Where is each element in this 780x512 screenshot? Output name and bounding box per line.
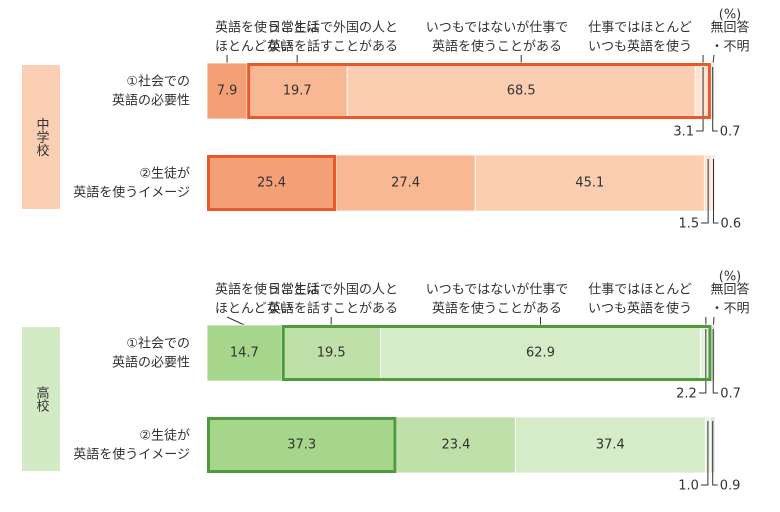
row-label: ①社会での英語の必要性 — [112, 73, 190, 108]
value-label: 3.1 — [673, 125, 694, 140]
value-label: 1.0 — [678, 479, 699, 494]
unit-label: (%) — [719, 270, 742, 285]
legend-label: 英語を使うことはほとんどない — [215, 19, 319, 54]
legend-label: いつもではないが仕事で英語を使うことがある — [426, 282, 568, 316]
row-label: ②生徒が英語を使うイメージ — [73, 428, 190, 462]
group-box — [22, 65, 60, 209]
value-label: 37.3 — [287, 438, 316, 453]
bar-segment — [206, 154, 337, 212]
value-label: 27.4 — [391, 176, 420, 191]
legend-label: 仕事ではほとんどいつも英語を使う — [588, 20, 692, 54]
value-leader — [701, 159, 709, 224]
value-label: 62.9 — [526, 346, 555, 361]
bar-segment — [396, 416, 516, 474]
highlight-box — [207, 417, 397, 473]
bar-segment — [335, 154, 476, 212]
legend-label: 日常生活で外国の人と英語を話すことがある — [268, 20, 398, 54]
legend-label: 英語を使うことはほとんどない — [215, 281, 319, 316]
value-label: 45.1 — [575, 176, 604, 191]
value-leader — [712, 421, 718, 486]
value-label: 1.5 — [678, 217, 699, 232]
highlight-box — [247, 63, 711, 119]
value-leader — [698, 329, 707, 394]
value-label: 68.5 — [507, 84, 536, 99]
value-label: 19.5 — [317, 346, 346, 361]
value-label: 37.4 — [596, 438, 625, 453]
value-label: 25.4 — [257, 176, 286, 191]
bar-segment — [206, 62, 248, 120]
value-leader — [712, 67, 718, 132]
bar-segment — [514, 416, 706, 474]
row-label: ①社会での英語の必要性 — [112, 335, 190, 370]
legend-label: いつもではないが仕事で英語を使うことがある — [426, 20, 568, 54]
value-label: 7.9 — [217, 84, 238, 99]
group-label: 高校 — [34, 385, 50, 412]
group-box — [22, 327, 60, 471]
value-label: 0.7 — [720, 387, 741, 402]
bar-segment — [281, 324, 382, 382]
value-label: 14.7 — [230, 346, 259, 361]
legend-label: 仕事ではほとんどいつも英語を使う — [588, 282, 692, 316]
value-label: 0.7 — [720, 125, 741, 140]
group-label: 中学校 — [34, 118, 50, 157]
value-leader — [712, 329, 719, 394]
value-label: 23.4 — [441, 438, 470, 453]
value-leader — [712, 159, 719, 224]
value-label: 0.6 — [720, 217, 741, 232]
bar-segment — [474, 154, 705, 212]
value-label: 2.2 — [676, 387, 697, 402]
unit-label: (%) — [719, 8, 742, 23]
value-leader — [696, 67, 704, 132]
legend-leader — [226, 316, 245, 326]
highlight-box — [207, 155, 337, 211]
value-label: 19.7 — [283, 84, 312, 99]
highlight-box — [281, 325, 712, 381]
legend-label: 日常生活で外国の人と英語を話すことがある — [268, 282, 398, 316]
legend-label: 無回答・不明 — [710, 19, 749, 54]
bar-segment — [246, 62, 348, 120]
row-label: ②生徒が英語を使うイメージ — [73, 166, 190, 200]
bar-segment — [206, 416, 397, 474]
value-label: 0.9 — [720, 479, 741, 494]
legend-label: 無回答・不明 — [710, 281, 749, 316]
value-leader — [700, 421, 709, 486]
